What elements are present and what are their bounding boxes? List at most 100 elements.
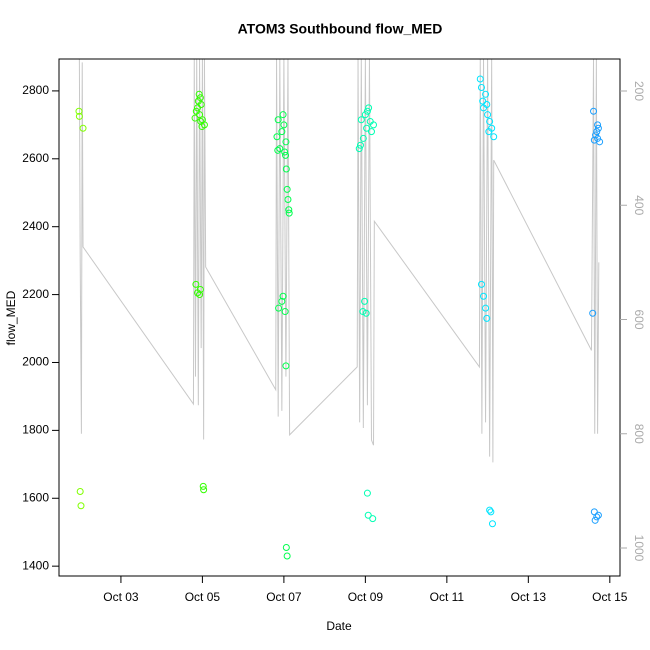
point — [282, 138, 290, 146]
point — [279, 292, 287, 300]
point — [282, 165, 290, 173]
point — [480, 104, 488, 112]
y2-tick-label: 400 — [632, 195, 646, 215]
point — [356, 141, 364, 149]
point — [486, 117, 494, 125]
line-series — [78, 59, 600, 463]
chart-title: ATOM3 Southbound flow_MED — [238, 21, 443, 37]
point — [486, 506, 494, 514]
point — [359, 308, 367, 316]
point — [480, 292, 488, 300]
point — [274, 146, 282, 154]
point — [199, 482, 207, 490]
point — [477, 84, 485, 92]
point — [77, 502, 85, 510]
point — [283, 185, 291, 193]
point — [282, 362, 290, 370]
point — [281, 308, 289, 316]
point — [365, 104, 373, 112]
point — [282, 151, 290, 159]
point — [278, 297, 286, 305]
y-tick-label: 2800 — [22, 83, 49, 97]
point — [194, 104, 202, 112]
point — [484, 111, 492, 119]
point — [369, 515, 377, 523]
point — [477, 280, 485, 288]
point — [79, 124, 87, 132]
point — [274, 116, 282, 124]
point — [363, 107, 371, 115]
point — [594, 511, 602, 519]
point — [364, 511, 372, 519]
point — [279, 111, 287, 119]
point — [482, 304, 490, 312]
y2-tick-label: 800 — [632, 424, 646, 444]
point — [476, 75, 484, 83]
point — [198, 123, 206, 131]
point — [362, 309, 370, 317]
point — [278, 128, 286, 136]
point — [594, 124, 602, 132]
point — [594, 121, 602, 129]
point — [280, 121, 288, 129]
point — [592, 131, 600, 139]
point — [75, 107, 83, 115]
point — [75, 112, 83, 120]
point — [281, 148, 289, 156]
x-tick-label: Oct 13 — [511, 590, 547, 604]
point — [200, 486, 208, 494]
point — [596, 138, 604, 146]
y-axis-label: flow_MED — [4, 290, 18, 345]
point — [593, 513, 601, 521]
point — [284, 196, 292, 204]
point — [194, 289, 202, 297]
point — [370, 121, 378, 129]
point — [589, 309, 597, 317]
point — [361, 297, 369, 305]
point — [191, 114, 199, 122]
y-tick-label: 1800 — [22, 423, 49, 437]
point — [594, 134, 602, 142]
y2-tick-label: 1000 — [632, 535, 646, 562]
y-tick-label: 2000 — [22, 355, 49, 369]
point — [485, 128, 493, 136]
point — [275, 304, 283, 312]
point — [367, 128, 375, 136]
y-tick-label: 2600 — [22, 151, 49, 165]
point — [488, 520, 496, 528]
point — [76, 487, 84, 495]
y-tick-label: 1600 — [22, 490, 49, 504]
point — [355, 145, 363, 153]
x-tick-label: Oct 11 — [430, 590, 465, 604]
point — [479, 97, 487, 105]
point — [363, 489, 371, 497]
point — [196, 94, 204, 102]
point — [357, 116, 365, 124]
point — [593, 128, 601, 136]
plot-area — [75, 59, 604, 560]
point — [482, 90, 490, 98]
point — [591, 516, 599, 524]
y-tick-label: 2200 — [22, 287, 49, 301]
point — [285, 206, 293, 214]
point — [490, 133, 498, 141]
point — [359, 134, 367, 142]
point — [273, 133, 281, 141]
point — [276, 145, 284, 153]
point — [192, 280, 200, 288]
y-tick-label: 1400 — [22, 558, 49, 572]
point — [487, 508, 495, 516]
y2-tick-label: 200 — [632, 81, 646, 101]
point — [285, 209, 293, 217]
point — [483, 314, 491, 322]
y2-tick-label: 600 — [632, 309, 646, 329]
x-tick-label: Oct 03 — [103, 590, 139, 604]
point — [361, 111, 369, 119]
point — [196, 111, 204, 119]
x-tick-label: Oct 07 — [266, 590, 302, 604]
y-tick-label: 2400 — [22, 219, 49, 233]
plot-frame — [58, 58, 621, 577]
x-tick-label: Oct 05 — [185, 590, 221, 604]
